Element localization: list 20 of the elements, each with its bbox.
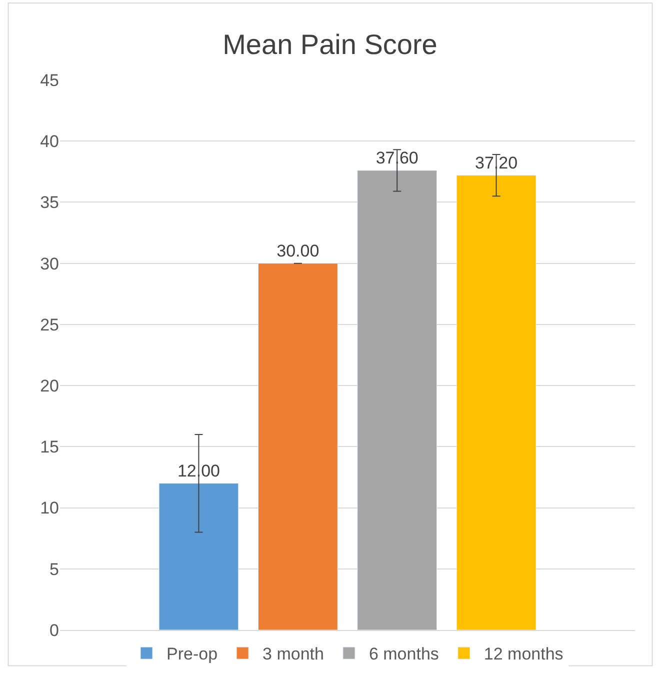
- y-tick-label: 25: [40, 315, 59, 334]
- bar: [158, 483, 239, 630]
- y-tick-label: 40: [40, 132, 59, 152]
- bar: [456, 175, 536, 630]
- y-tick-label: 10: [40, 498, 59, 518]
- legend-label: Pre-op: [166, 644, 218, 664]
- bar: [357, 170, 438, 630]
- y-tick-label: 5: [50, 560, 59, 579]
- data-label: 30.00: [276, 241, 320, 260]
- y-tick-label: 45: [40, 70, 59, 90]
- y-tick-label: 30: [40, 254, 59, 274]
- y-tick-label: 0: [50, 620, 59, 640]
- y-tick-label: 35: [40, 193, 59, 212]
- legend-label: 6 months: [368, 644, 439, 664]
- y-tick-label: 20: [40, 376, 59, 396]
- chart-title: Mean Pain Score: [222, 28, 438, 60]
- legend-label: 12 months: [484, 644, 564, 664]
- legend-label: 3 month: [262, 644, 324, 664]
- bar: [258, 263, 338, 630]
- y-tick-label: 15: [40, 438, 59, 457]
